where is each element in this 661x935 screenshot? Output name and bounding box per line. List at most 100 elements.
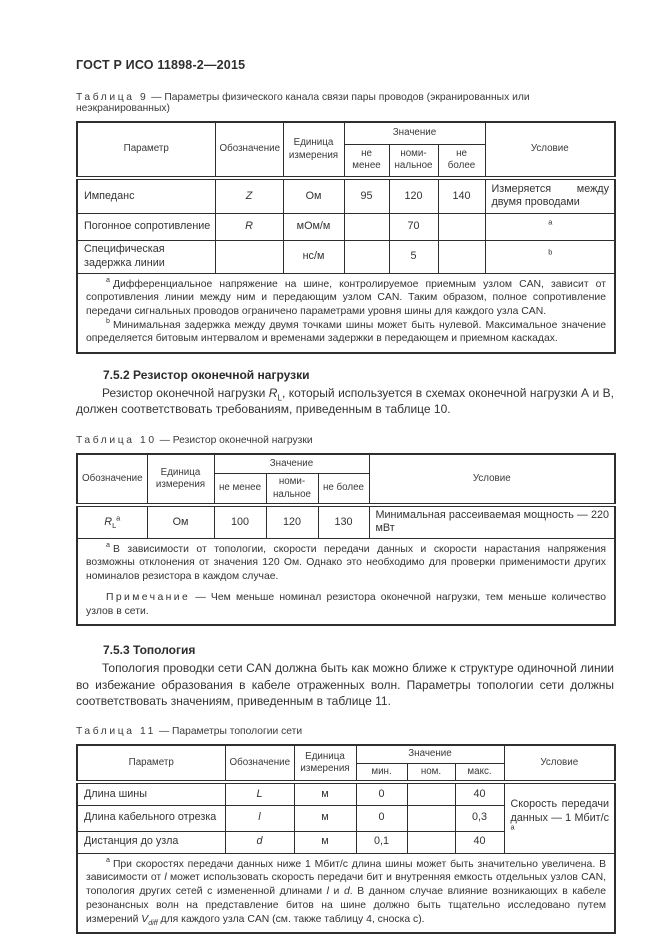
- table-row: RLa Ом 100 120 130 Минимальная рассеивае…: [76, 504, 616, 539]
- table9-r3-min: [343, 239, 390, 274]
- table9-caption-label: Таблица 9: [76, 92, 149, 103]
- table11-r3-symbol: d: [224, 830, 295, 854]
- section-752-paragraph: Резистор оконечной нагрузки RL, который …: [76, 386, 614, 417]
- table9-r2-param: Погонное сопротивление: [76, 212, 216, 241]
- section-753-paragraph: Топология проводки сети CAN должна быть …: [76, 661, 614, 709]
- table9-r2-nom: 70: [388, 212, 439, 241]
- table9-r3-nom: 5: [388, 239, 439, 274]
- table9-col-min: не менее: [343, 143, 390, 180]
- table9-footnotes: a Дифференциальное напряжение на шине, ко…: [76, 272, 616, 354]
- table11-r3-nom: [406, 830, 456, 854]
- footnote-a: a При скоростях передачи данных ниже 1 Мб…: [86, 857, 606, 927]
- table11-r2-unit: м: [293, 804, 357, 832]
- table11-r1-param: Длина шины: [76, 781, 226, 806]
- table9-r1-param: Импеданс: [76, 177, 216, 214]
- table9-header: Параметр Обозначение Единица измерения З…: [76, 121, 616, 180]
- table10-caption-text: — Резистор оконечной нагрузки: [159, 434, 313, 446]
- section-753-heading: 7.5.3 Топология: [103, 643, 196, 658]
- table-row: Погонное сопротивление R мОм/м 70 a: [76, 212, 616, 241]
- table10: Обозначение Единица измерения Значение У…: [76, 452, 616, 627]
- page-content: ГОСТ Р ИСО 11898-2—2015 Таблица 9 — Пара…: [76, 0, 616, 935]
- table11-col-cond: Условие: [503, 744, 616, 785]
- table11-r2-min: 0: [355, 804, 408, 832]
- table11-col-max: макс.: [454, 762, 505, 785]
- table9-r1-min: 95: [343, 177, 390, 214]
- table9-r3-symbol: [214, 239, 284, 274]
- table11-r1-min: 0: [355, 781, 408, 806]
- table11-condition-merged: Скорость передачи данных — 1 Мбит/с a: [503, 781, 616, 854]
- table10-col-symbol: Обозначение: [76, 453, 148, 507]
- table9-col-param: Параметр: [76, 121, 216, 180]
- table11-r2-param: Длина кабельного отрезка: [76, 804, 226, 832]
- table10-r1-min: 100: [213, 504, 267, 539]
- table11-col-value: Значение: [355, 744, 505, 764]
- table9-r1-unit: Ом: [282, 177, 345, 214]
- table9-r1-max: 140: [437, 177, 486, 214]
- table9-footnotes-row: a Дифференциальное напряжение на шине, ко…: [76, 272, 616, 354]
- table9-r2-unit: мОм/м: [282, 212, 345, 241]
- table-row: Специфическая задержка линии нс/м 5 b: [76, 239, 616, 274]
- table11: Параметр Обозначение Единица измерения З…: [76, 744, 616, 935]
- table-row: Длина кабельного отрезка l м 0 0,3: [76, 804, 615, 832]
- table10-r1-symbol: RLa: [76, 504, 148, 539]
- table11-footnotes: a При скоростях передачи данных ниже 1 Мб…: [76, 852, 616, 934]
- table9-r2-symbol: R: [214, 212, 284, 241]
- table9: Параметр Обозначение Единица измерения З…: [76, 121, 616, 355]
- table11-r2-nom: [406, 804, 456, 832]
- table9-caption: Таблица 9 — Параметры физического канала…: [76, 92, 614, 114]
- table10-col-cond: Условие: [368, 453, 616, 507]
- footnote-b: b Минимальная задержка между двумя точкам…: [86, 318, 606, 345]
- table9-col-max: не более: [437, 143, 486, 180]
- table11-caption: Таблица 11 — Параметры топологии сети: [76, 726, 614, 737]
- table9-r3-param: Специфическая задержка линии: [76, 239, 216, 274]
- table11-caption-label: Таблица 11: [76, 726, 156, 738]
- table10-caption-label: Таблица 10: [76, 434, 157, 446]
- table9-col-nom: номи-нальное: [388, 143, 439, 180]
- table9-r3-unit: нс/м: [282, 239, 345, 274]
- table10-col-value: Значение: [213, 453, 370, 475]
- table9-col-cond: Условие: [484, 121, 616, 180]
- table11-r1-nom: [406, 781, 456, 806]
- table-row: Длина шины L м 0 40 Скорость передачи да…: [76, 781, 616, 854]
- table9-r2-max: [437, 212, 486, 241]
- table10-r1-nom: 120: [265, 504, 319, 539]
- table9-r3-cond: b: [484, 239, 616, 274]
- table10-note: Примечание — Чем меньше номинал резистор…: [86, 591, 606, 617]
- table11-caption-text: — Параметры топологии сети: [158, 726, 303, 738]
- table11-r3-max: 40: [454, 830, 505, 854]
- table11-r3-min: 0,1: [355, 830, 408, 854]
- table9-col-symbol: Обозначение: [214, 121, 284, 180]
- standard-number-header: ГОСТ Р ИСО 11898-2—2015: [76, 58, 246, 72]
- footnote-a: a Дифференциальное напряжение на шине, ко…: [86, 277, 606, 317]
- table-row: Импеданс Z Ом 95 120 140 Измеряется межд…: [76, 177, 616, 214]
- table9-col-unit: Единица измерения: [282, 121, 345, 180]
- table11-r1-symbol: L: [224, 781, 295, 806]
- table11-r2-symbol: l: [224, 804, 295, 832]
- table10-col-min: не менее: [213, 473, 267, 507]
- table9-r1-cond: Измеряется между двумя проводами: [484, 177, 616, 214]
- table10-r1-max: 130: [317, 504, 370, 539]
- table11-col-nom: ном.: [406, 762, 456, 785]
- table11-r2-max: 0,3: [454, 804, 505, 832]
- table10-header: Обозначение Единица измерения Значение У…: [76, 453, 616, 507]
- table9-col-value: Значение: [343, 121, 486, 145]
- table9-r1-symbol: Z: [214, 177, 284, 214]
- table9-r1-nom: 120: [388, 177, 439, 214]
- table10-caption: Таблица 10 — Резистор оконечной нагрузки: [76, 435, 614, 446]
- table-row: Дистанция до узла d м 0,1 40: [76, 830, 615, 854]
- table11-col-unit: Единица измерения: [293, 744, 357, 785]
- table11-footnotes-row: a При скоростях передачи данных ниже 1 Мб…: [76, 852, 616, 934]
- table10-r1-unit: Ом: [146, 504, 215, 539]
- table11-r3-unit: м: [293, 830, 357, 854]
- table11-r1-unit: м: [293, 781, 357, 806]
- table11-r3-param: Дистанция до узла: [76, 830, 226, 854]
- table9-r2-cond: a: [484, 212, 616, 241]
- table9-caption-text: — Параметры физического канала связи пар…: [76, 92, 530, 114]
- table9-r2-min: [343, 212, 390, 241]
- table10-col-unit: Единица измерения: [146, 453, 215, 507]
- table11-r1-max: 40: [454, 781, 505, 806]
